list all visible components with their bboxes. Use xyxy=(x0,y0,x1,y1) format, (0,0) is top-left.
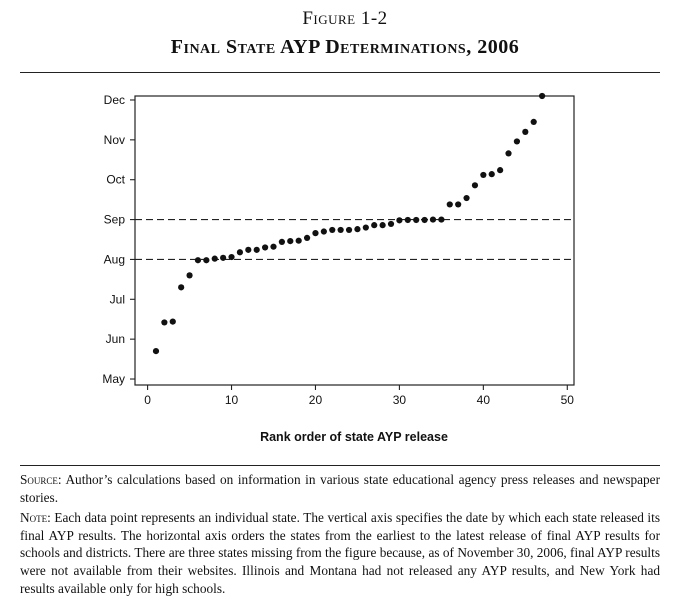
data-point xyxy=(488,171,495,178)
source-text: Author’s calculations based on informati… xyxy=(20,472,660,505)
x-axis: 0 10 20 30 40 50 xyxy=(144,385,574,407)
scatter-chart: May Jun Jul Aug Sep Oct Nov Dec 0 10 20 30 40 50 Ran… xyxy=(102,92,575,444)
data-point xyxy=(480,171,487,179)
data-point xyxy=(203,257,210,264)
y-tick-label: Jul xyxy=(110,292,125,306)
data-point xyxy=(278,238,285,245)
data-point xyxy=(413,216,420,224)
figure-title: Final State AYP Determinations, 2006 xyxy=(170,36,520,58)
y-tick-label: May xyxy=(102,372,125,386)
data-point xyxy=(262,244,269,251)
data-point xyxy=(245,246,252,253)
x-tick-label: 50 xyxy=(561,393,575,407)
data-point xyxy=(421,216,428,224)
data-point xyxy=(446,201,453,208)
note-text: Each data point represents an individual… xyxy=(20,510,660,596)
y-axis: May Jun Jul Aug Sep Oct Nov Dec xyxy=(102,93,135,386)
data-point xyxy=(371,222,378,229)
data-point xyxy=(345,226,353,234)
data-point xyxy=(303,234,311,242)
source-note: Source: Author’s calculations based on i… xyxy=(20,471,660,506)
data-point xyxy=(161,319,168,326)
data-point xyxy=(429,216,437,223)
data-point xyxy=(253,246,260,253)
data-point xyxy=(539,92,546,100)
note-paragraph: Note: Each data point represents an indi… xyxy=(20,509,660,597)
source-label: Source: xyxy=(20,472,62,487)
x-tick-label: 10 xyxy=(225,393,239,407)
plot-frame xyxy=(134,95,575,386)
y-tick-label: Aug xyxy=(104,252,125,266)
data-point xyxy=(387,220,395,228)
figure-notes: Source: Author’s calculations based on i… xyxy=(20,471,660,600)
data-point xyxy=(152,348,160,355)
data-point xyxy=(497,167,504,174)
data-point xyxy=(194,257,202,264)
y-tick-label: Jun xyxy=(106,332,125,346)
data-point xyxy=(513,138,521,145)
data-point xyxy=(505,150,512,157)
data-point xyxy=(270,243,277,250)
note-label: Note: xyxy=(20,510,51,526)
data-point xyxy=(471,182,479,189)
top-rule xyxy=(20,72,660,73)
data-point xyxy=(312,230,319,237)
data-point xyxy=(320,228,327,235)
x-tick-label: 0 xyxy=(144,393,151,407)
data-point xyxy=(404,216,411,224)
data-point xyxy=(362,224,369,231)
data-point xyxy=(530,118,537,126)
data-point xyxy=(455,201,462,208)
data-point xyxy=(287,237,294,245)
data-point xyxy=(337,226,344,234)
data-points xyxy=(152,92,546,355)
data-point xyxy=(463,194,470,202)
reference-lines xyxy=(135,218,574,261)
data-point xyxy=(178,284,185,291)
data-point xyxy=(236,249,244,256)
y-tick-label: Nov xyxy=(104,133,125,147)
bottom-rule xyxy=(20,465,660,466)
data-point xyxy=(354,226,361,233)
data-point xyxy=(379,222,386,229)
data-point xyxy=(186,272,193,279)
data-point xyxy=(522,128,529,135)
data-point xyxy=(220,254,227,261)
data-point xyxy=(396,217,403,224)
x-tick-label: 20 xyxy=(309,393,323,407)
data-point xyxy=(211,255,218,262)
y-tick-label: Sep xyxy=(104,213,126,227)
data-point xyxy=(329,226,336,234)
data-point xyxy=(295,237,302,244)
data-point xyxy=(169,318,176,325)
figure-label: Figure 1-2 xyxy=(302,8,388,29)
x-tick-label: 30 xyxy=(393,393,407,407)
y-tick-label: Dec xyxy=(104,93,125,107)
x-tick-label: 40 xyxy=(477,393,491,407)
x-axis-title: Rank order of state AYP release xyxy=(260,430,448,444)
data-point xyxy=(228,253,235,261)
y-tick-label: Oct xyxy=(106,173,125,187)
data-point xyxy=(438,216,445,223)
